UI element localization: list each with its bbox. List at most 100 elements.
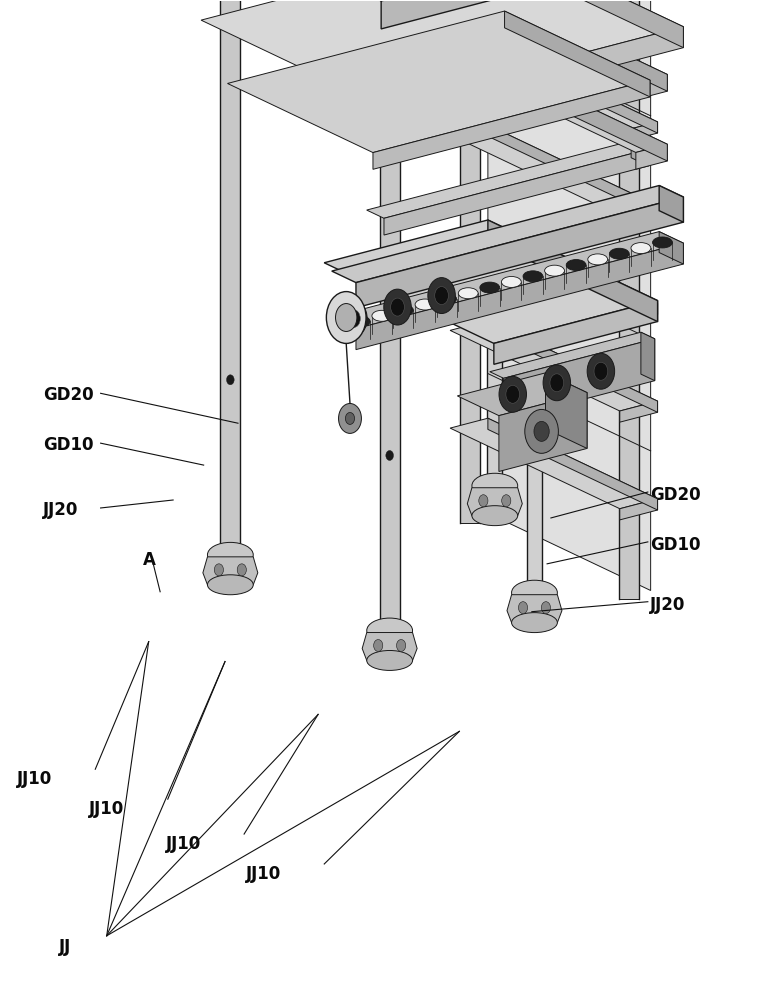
Ellipse shape	[372, 310, 391, 321]
Circle shape	[336, 304, 357, 331]
Polygon shape	[505, 11, 650, 97]
Polygon shape	[488, 125, 657, 217]
Polygon shape	[488, 0, 650, 590]
Ellipse shape	[480, 282, 499, 293]
Polygon shape	[382, 312, 398, 631]
Circle shape	[543, 365, 571, 401]
Polygon shape	[499, 393, 587, 471]
Polygon shape	[488, 418, 657, 510]
Ellipse shape	[566, 260, 586, 271]
Polygon shape	[636, 144, 667, 169]
Polygon shape	[201, 0, 683, 106]
Polygon shape	[332, 186, 683, 283]
Circle shape	[550, 374, 564, 392]
Polygon shape	[488, 223, 657, 315]
Ellipse shape	[472, 473, 518, 498]
Polygon shape	[620, 303, 657, 324]
Polygon shape	[467, 488, 522, 516]
Polygon shape	[489, 332, 655, 378]
Ellipse shape	[367, 650, 413, 670]
Polygon shape	[384, 79, 649, 165]
Circle shape	[339, 403, 362, 433]
Text: JJ20: JJ20	[650, 596, 686, 614]
Text: GD10: GD10	[650, 536, 701, 554]
Polygon shape	[223, 237, 238, 555]
Circle shape	[386, 450, 394, 460]
Polygon shape	[450, 41, 657, 132]
Polygon shape	[503, 339, 655, 420]
Polygon shape	[380, 0, 400, 661]
Circle shape	[346, 310, 360, 328]
Text: JJ10: JJ10	[165, 835, 201, 853]
Ellipse shape	[208, 542, 254, 567]
Ellipse shape	[512, 580, 558, 605]
Polygon shape	[631, 71, 649, 96]
Polygon shape	[356, 243, 683, 350]
Polygon shape	[384, 149, 649, 235]
Polygon shape	[619, 0, 639, 599]
Circle shape	[384, 289, 411, 325]
Polygon shape	[631, 141, 649, 166]
Circle shape	[594, 362, 607, 380]
Polygon shape	[488, 41, 657, 133]
Circle shape	[214, 564, 224, 576]
Polygon shape	[373, 80, 650, 169]
Polygon shape	[491, 60, 667, 161]
Text: JJ10: JJ10	[89, 800, 124, 818]
Circle shape	[374, 640, 383, 651]
Ellipse shape	[350, 316, 370, 327]
Polygon shape	[641, 332, 655, 381]
Ellipse shape	[502, 276, 522, 287]
Polygon shape	[527, 344, 542, 593]
Polygon shape	[507, 595, 562, 623]
Ellipse shape	[458, 288, 478, 299]
Polygon shape	[460, 60, 667, 152]
Polygon shape	[324, 220, 657, 343]
Polygon shape	[367, 141, 649, 218]
Ellipse shape	[523, 271, 543, 282]
Polygon shape	[620, 401, 657, 422]
Ellipse shape	[588, 254, 607, 265]
Polygon shape	[450, 125, 657, 216]
Circle shape	[479, 495, 488, 507]
Polygon shape	[503, 0, 683, 48]
Polygon shape	[660, 232, 683, 264]
Ellipse shape	[208, 575, 254, 595]
Ellipse shape	[437, 293, 457, 304]
Polygon shape	[620, 206, 657, 227]
Ellipse shape	[631, 243, 651, 254]
Ellipse shape	[610, 248, 629, 259]
Text: GD20: GD20	[650, 486, 701, 504]
Polygon shape	[381, 27, 683, 127]
Polygon shape	[367, 71, 649, 148]
Circle shape	[345, 412, 355, 424]
Text: GD10: GD10	[44, 436, 94, 454]
Circle shape	[542, 602, 551, 614]
Ellipse shape	[653, 237, 673, 248]
Polygon shape	[356, 197, 683, 308]
Text: JJ10: JJ10	[17, 770, 52, 788]
Circle shape	[531, 429, 538, 439]
Circle shape	[339, 301, 367, 337]
Circle shape	[237, 564, 247, 576]
Polygon shape	[620, 122, 657, 143]
Circle shape	[227, 375, 234, 385]
Polygon shape	[491, 0, 667, 91]
Ellipse shape	[394, 305, 414, 316]
Ellipse shape	[512, 613, 558, 633]
Polygon shape	[450, 418, 657, 509]
Ellipse shape	[415, 299, 435, 310]
Circle shape	[499, 376, 526, 412]
Polygon shape	[636, 74, 667, 99]
Polygon shape	[460, 0, 667, 83]
Circle shape	[519, 602, 528, 614]
Polygon shape	[332, 232, 683, 329]
Polygon shape	[545, 373, 587, 448]
Polygon shape	[620, 499, 657, 520]
Circle shape	[391, 298, 404, 316]
Polygon shape	[488, 220, 657, 322]
Polygon shape	[450, 321, 657, 411]
Polygon shape	[488, 321, 657, 412]
Circle shape	[428, 278, 455, 314]
Polygon shape	[450, 223, 657, 313]
